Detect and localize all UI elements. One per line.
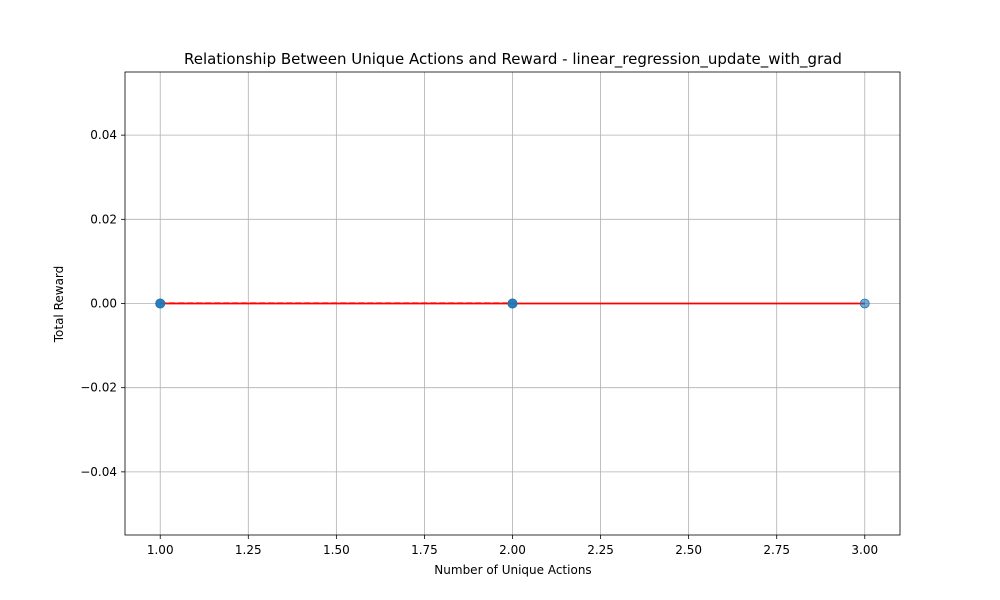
x-axis-label: Number of Unique Actions xyxy=(434,563,591,577)
data-point xyxy=(155,298,166,309)
data-point xyxy=(507,298,518,309)
x-axis-ticks: 1.00 1.25 1.50 1.75 2.00 2.25 2.50 2.75 3.00 xyxy=(147,535,878,557)
x-tick-label: 1.00 xyxy=(147,543,174,557)
data-point xyxy=(859,298,870,309)
y-axis-label: Total Reward xyxy=(52,266,66,344)
data-points xyxy=(155,298,870,309)
y-axis-ticks: −0.04 −0.02 0.00 0.02 0.04 xyxy=(80,128,125,479)
x-tick-label: 3.00 xyxy=(851,543,878,557)
x-tick-label: 2.50 xyxy=(675,543,702,557)
x-tick-label: 1.75 xyxy=(411,543,438,557)
y-tick-label: 0.04 xyxy=(90,128,117,142)
y-tick-label: −0.02 xyxy=(80,381,117,395)
x-tick-label: 1.25 xyxy=(235,543,262,557)
x-tick-label: 1.50 xyxy=(323,543,350,557)
x-tick-label: 2.75 xyxy=(763,543,790,557)
y-tick-label: 0.02 xyxy=(90,212,117,226)
y-tick-label: 0.00 xyxy=(90,297,117,311)
chart-title: Relationship Between Unique Actions and … xyxy=(184,50,842,69)
x-tick-label: 2.00 xyxy=(499,543,526,557)
x-tick-label: 2.25 xyxy=(587,543,614,557)
y-tick-label: −0.04 xyxy=(80,465,117,479)
